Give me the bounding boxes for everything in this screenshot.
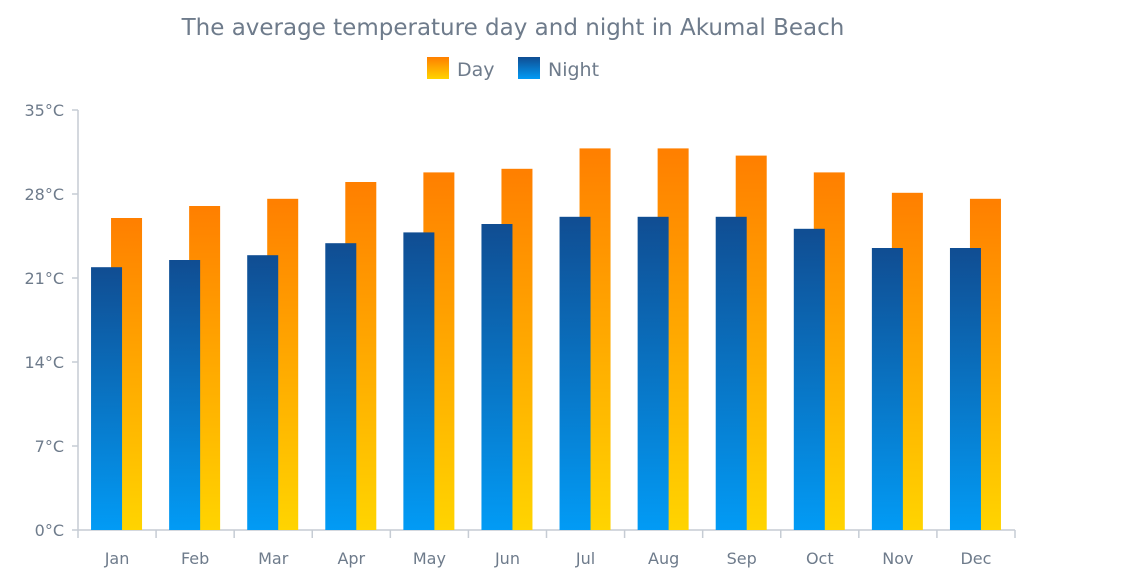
bar-night-nov[interactable]: [871, 248, 903, 530]
x-tick-label: Dec: [960, 549, 991, 568]
legend-swatch-night: [518, 57, 540, 79]
x-tick-label: Feb: [181, 549, 209, 568]
bar-night-jul[interactable]: [559, 216, 591, 531]
bar-night-feb[interactable]: [169, 260, 201, 530]
legend-item-night[interactable]: Night: [518, 57, 599, 81]
legend-item-day[interactable]: Day: [427, 57, 495, 81]
x-tick-label: Sep: [727, 549, 757, 568]
chart-title: The average temperature day and night in…: [181, 15, 845, 41]
bar-night-oct[interactable]: [793, 228, 825, 531]
legend-label-night: Night: [548, 59, 599, 81]
legend-swatch-day: [427, 57, 449, 79]
y-tick-label: 28°C: [24, 185, 64, 204]
bar-night-aug[interactable]: [637, 216, 669, 531]
bar-night-jun[interactable]: [481, 224, 513, 530]
bars: [91, 148, 1001, 531]
x-tick-label: Jun: [494, 549, 520, 568]
legend: Day Night: [427, 57, 599, 81]
y-tick-label: 14°C: [24, 353, 64, 372]
legend-label-day: Day: [457, 59, 495, 81]
x-tick-label: Mar: [258, 549, 289, 568]
bar-night-dec[interactable]: [949, 248, 981, 530]
x-tick-label: Jul: [575, 549, 595, 568]
y-tick-label: 7°C: [35, 437, 64, 456]
x-tick-label: Jan: [104, 549, 130, 568]
bar-night-mar[interactable]: [247, 255, 279, 530]
bar-night-apr[interactable]: [325, 243, 357, 530]
x-tick-label: Aug: [648, 549, 679, 568]
y-axis: 0°C 7°C 14°C 21°C 28°C 35°C: [24, 101, 79, 540]
x-tick-label: Oct: [806, 549, 834, 568]
y-tick-label: 21°C: [24, 269, 64, 288]
bar-night-sep[interactable]: [715, 216, 747, 531]
bar-night-may[interactable]: [403, 232, 435, 530]
bar-night-jan[interactable]: [91, 267, 123, 530]
x-tick-label: Apr: [337, 549, 365, 568]
x-tick-label: Nov: [882, 549, 913, 568]
y-tick-label: 35°C: [24, 101, 64, 120]
x-tick-label: May: [413, 549, 446, 568]
y-tick-label: 0°C: [35, 521, 64, 540]
x-axis: Jan Feb Mar Apr May Jun Jul Aug Sep Oct Nov Dec: [77, 529, 1016, 568]
